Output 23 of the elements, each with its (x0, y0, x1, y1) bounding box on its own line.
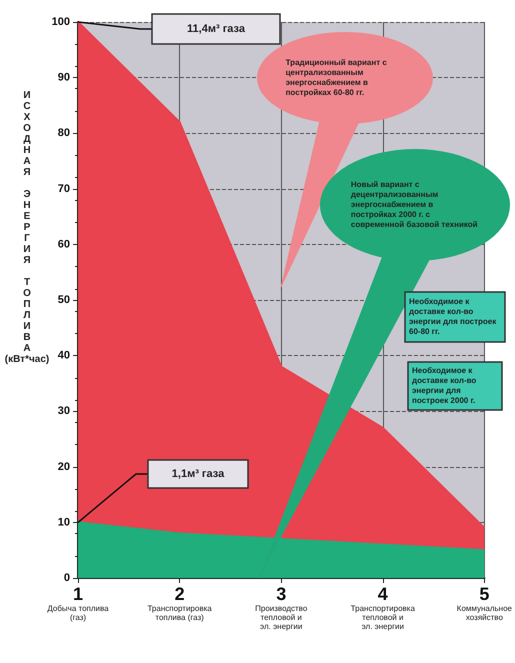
text: ИСХОДНАЯ ЭНЕРГИЯ ТОПЛИВА (кВт*час) (4, 90, 50, 365)
y-tick-label: 10 (58, 516, 70, 528)
annotation: Необходимое к доставке кол-во энергии для построек 60-80 гг. (409, 297, 498, 337)
y-tick-label: 50 (58, 294, 70, 306)
y-tick-label: 80 (58, 127, 70, 140)
y-tick-label: 0 (64, 572, 70, 584)
annotation: 11,4м³ газа (186, 22, 246, 36)
y-tick-label: 90 (58, 72, 70, 84)
y-tick-label: 60 (58, 238, 70, 250)
x-tick-label: 1 Добыча топлива (газ) (47, 584, 110, 622)
annotation: 1,1м³ газа (170, 468, 226, 480)
annotation: Традиционный вариант с централизованным энергоснабжением в постройках 60-80 гг. (286, 58, 388, 98)
y-tick-label: 40 (58, 350, 70, 362)
y-tick-label: 70 (58, 182, 70, 195)
x-tick-label: 5 Коммунальное хозяйство (456, 584, 513, 622)
annotation: Новый вариант с децентрализованным энергоснабжением в постройках 2000 г. с современной базовой техникой (350, 180, 479, 230)
x-tick-label: 2 Транспортировка топлива (газ) (147, 584, 212, 622)
x-tick-label: 4 Транспортировка тепловой и эл. энергии (350, 584, 416, 631)
y-tick-label: 20 (58, 460, 70, 473)
y-tick-label: 100 (52, 16, 70, 28)
x-tick-label: 3 Производство тепловой и эл. энергии (255, 584, 308, 631)
y-tick-label: 30 (58, 405, 70, 418)
annotation: Необходимое к доставке кол-во энергии для построек 2000 г. (412, 366, 478, 406)
